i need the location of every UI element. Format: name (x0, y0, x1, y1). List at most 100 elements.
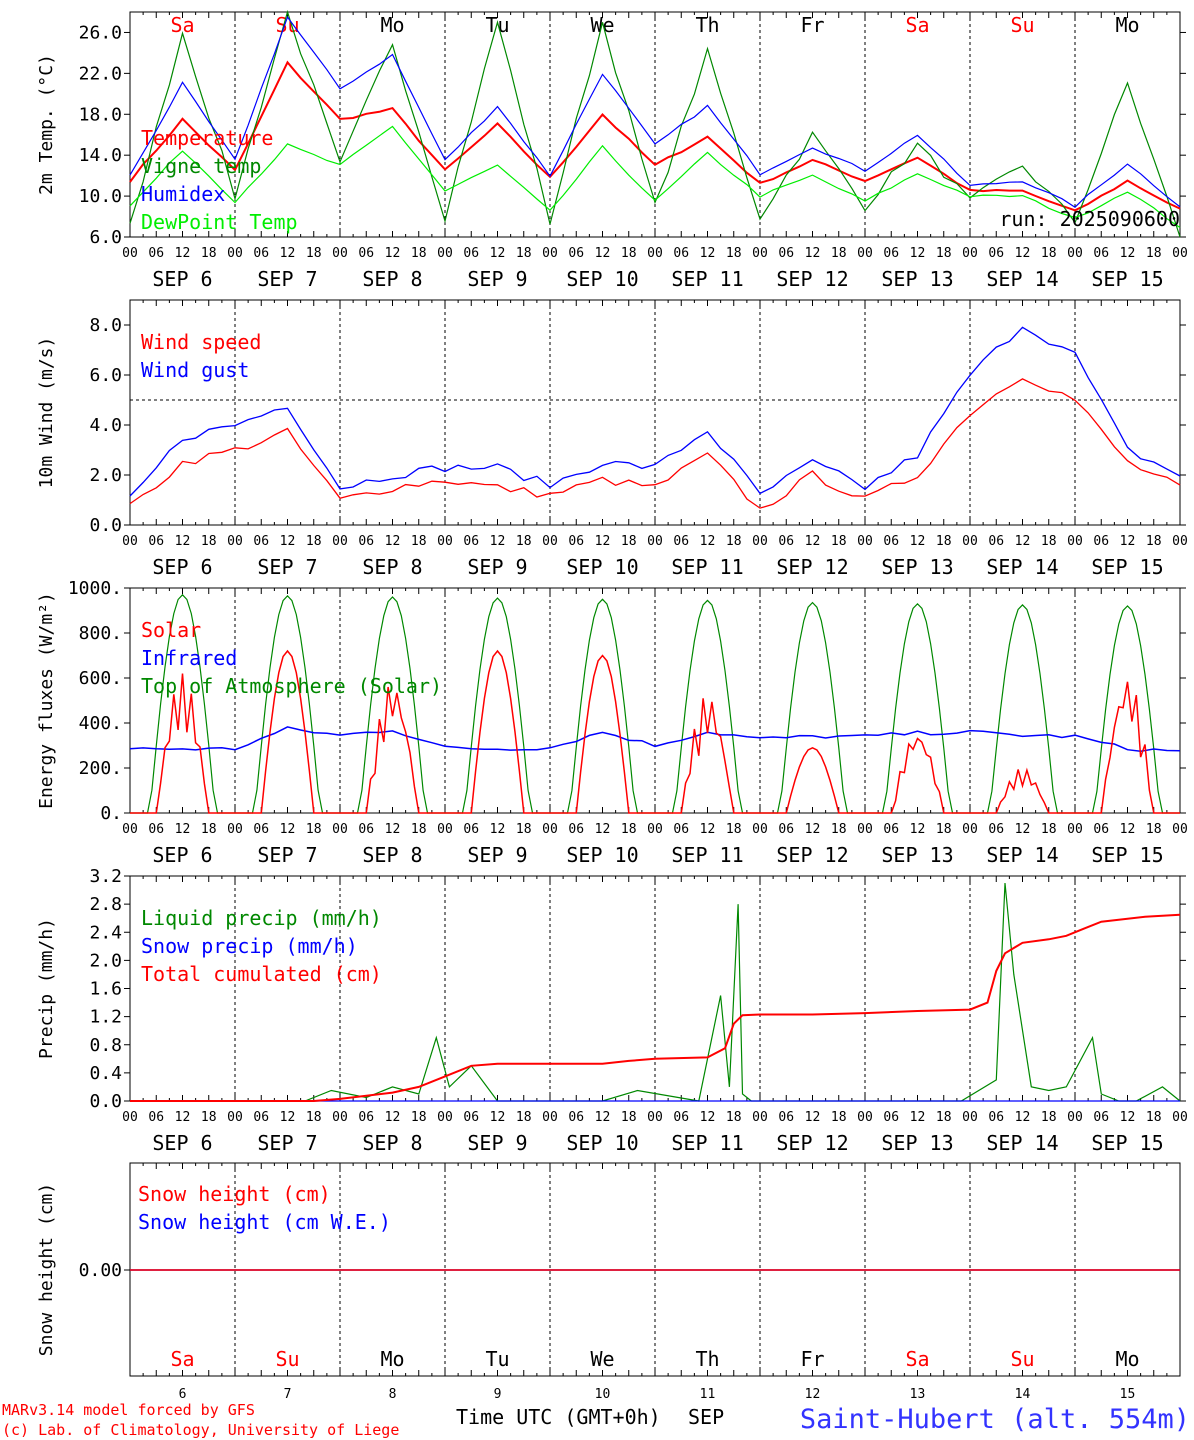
hour-label: 00 (227, 534, 243, 549)
hour-label: 00 (857, 246, 873, 261)
date-label: SEP 14 (986, 267, 1058, 291)
legend-entry: Wind speed (141, 330, 261, 354)
hour-label: 00 (647, 1110, 663, 1125)
hour-label: 12 (910, 1110, 926, 1125)
hour-label: 06 (253, 246, 269, 261)
hour-label: 12 (1120, 246, 1136, 261)
date-label: SEP 9 (467, 267, 527, 291)
hour-label: 00 (647, 534, 663, 549)
hour-label: 06 (463, 822, 479, 837)
temperature-line (129, 60, 1181, 212)
hour-label: 18 (831, 534, 847, 549)
hour-label: 00 (332, 822, 348, 837)
hour-label: 12 (490, 534, 506, 549)
hour-label: 00 (437, 246, 453, 261)
hour-label: 12 (1015, 822, 1031, 837)
hour-label: 12 (700, 1110, 716, 1125)
hour-label: 00 (122, 246, 138, 261)
hour-label: 00 (437, 822, 453, 837)
date-label: SEP 12 (776, 843, 848, 867)
date-label: SEP 13 (881, 843, 953, 867)
hour-label: 12 (1015, 1110, 1031, 1125)
y-tick-label: 0.4 (89, 1063, 122, 1084)
y-tick-label: 26.0 (79, 22, 122, 43)
legend-entry: Solar (141, 618, 201, 642)
hour-label: 00 (227, 1110, 243, 1125)
y-axis-label: Precip (mm/h) (36, 918, 57, 1059)
hour-label: 12 (280, 1110, 296, 1125)
hour-label: 18 (936, 822, 952, 837)
footer: 6 7 8 9 10 11 12 13 14 15 MARv3.14 model forced by… (2, 1387, 1190, 1439)
hour-label: 12 (805, 822, 821, 837)
precip-line (130, 913, 1181, 1102)
hour-label: 00 (542, 246, 558, 261)
hour-label: 06 (673, 534, 689, 549)
hour-label: 18 (726, 534, 742, 549)
legend-entry: Snow height (cm) (138, 1182, 331, 1206)
legend-entry: Snow precip (mm/h) (141, 934, 358, 958)
hour-label: 18 (411, 822, 427, 837)
date-label: SEP 13 (881, 267, 953, 291)
hour-label: 00 (857, 1110, 873, 1125)
hour-label: 12 (910, 822, 926, 837)
date-label: SEP 10 (566, 267, 638, 291)
snow-panel: 0.00 Snow height (cm) Snow height (cm) Snow… (36, 1162, 1181, 1377)
hour-label: 12 (910, 534, 926, 549)
weekday-label: Tu (485, 1347, 509, 1371)
weekday-label: Th (695, 13, 719, 37)
hour-label: 00 (752, 1110, 768, 1125)
hour-label: 18 (621, 1110, 637, 1125)
day-number: 10 (595, 1387, 611, 1402)
hour-label: 18 (621, 534, 637, 549)
hour-label: 00 (332, 534, 348, 549)
hour-label: 00 (332, 1110, 348, 1125)
precip-line (130, 882, 1181, 1102)
hour-label: 00 (962, 822, 978, 837)
hour-label: 00 (1172, 534, 1188, 549)
temperature-line (129, 15, 1181, 208)
y-tick-label: 3.2 (89, 866, 122, 887)
hour-label: 12 (175, 534, 191, 549)
y-tick-label: 22.0 (79, 63, 122, 84)
y-axis-label: Snow height (cm) (36, 1183, 57, 1356)
hour-label: 12 (700, 246, 716, 261)
hour-label: 18 (936, 246, 952, 261)
hour-label: 12 (595, 534, 611, 549)
hour-label: 18 (516, 246, 532, 261)
hour-label: 18 (201, 822, 217, 837)
y-tick-label: 0.0 (89, 1091, 122, 1112)
panel-frame (129, 587, 1181, 814)
hour-label: 00 (437, 534, 453, 549)
day-number: 11 (700, 1387, 716, 1402)
hour-label: 00 (752, 822, 768, 837)
hour-label: 18 (936, 1110, 952, 1125)
hour-label: 00 (122, 1110, 138, 1125)
hour-label: 12 (595, 246, 611, 261)
weekday-label: Tu (485, 13, 509, 37)
hour-label: 12 (805, 534, 821, 549)
legend-entry: Total cumulated (cm) (141, 962, 382, 986)
hour-label: 12 (595, 822, 611, 837)
hour-label: 06 (358, 1110, 374, 1125)
hour-label: 06 (778, 246, 794, 261)
weekday-label: Mo (380, 1347, 404, 1371)
hour-label: 12 (175, 1110, 191, 1125)
panel-frame (129, 299, 1181, 526)
date-label: SEP 14 (986, 1131, 1058, 1155)
date-label: SEP 11 (671, 1131, 743, 1155)
hour-label: 18 (411, 246, 427, 261)
legend-entry: Humidex (141, 182, 225, 206)
date-label: SEP 7 (257, 1131, 317, 1155)
hour-label: 00 (1172, 822, 1188, 837)
hour-label: 12 (700, 534, 716, 549)
weekday-label: Mo (1115, 13, 1139, 37)
date-label: SEP 9 (467, 1131, 527, 1155)
solar-line (130, 649, 1180, 814)
date-label: SEP 11 (671, 267, 743, 291)
hour-label: 12 (805, 1110, 821, 1125)
weekday-label: Sa (905, 13, 929, 37)
hour-label: 06 (778, 822, 794, 837)
hour-label: 12 (1120, 534, 1136, 549)
hour-label: 06 (463, 534, 479, 549)
date-label: SEP 14 (986, 555, 1058, 579)
